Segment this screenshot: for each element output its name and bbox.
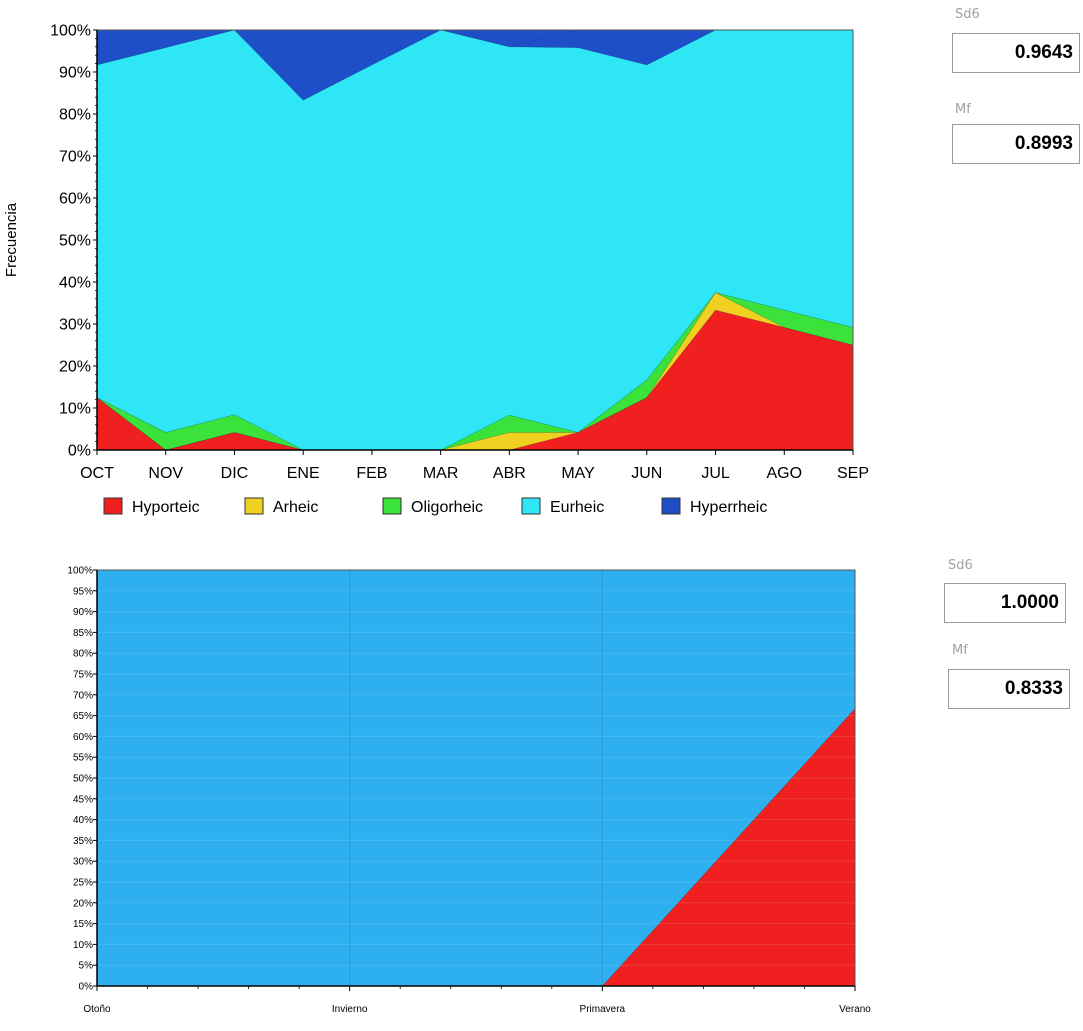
x-tick-label: SEP bbox=[837, 465, 869, 482]
y-tick-label: 60% bbox=[73, 732, 93, 743]
y-tick-label: 20% bbox=[73, 898, 93, 909]
chart-1: 0% 10% 20% 30% 40% 50% 60% 70% 80% 90% 100% OCT NOV D… bbox=[3, 23, 869, 516]
x-tick-label: NOV bbox=[148, 465, 183, 482]
legend-swatch bbox=[382, 497, 402, 515]
y-tick-label: 75% bbox=[73, 670, 93, 681]
x-tick-label: DIC bbox=[221, 465, 249, 482]
y-axis-title: Frecuencia bbox=[3, 202, 20, 277]
legend-swatch bbox=[661, 497, 681, 515]
x-tick-label: MAR bbox=[423, 465, 459, 482]
legend-item-hyperrheic: Hyperrheic bbox=[661, 497, 767, 516]
y-tick-label: 30% bbox=[59, 317, 91, 334]
x-tick-label: ENE bbox=[287, 465, 320, 482]
y-tick-label: 50% bbox=[59, 233, 91, 250]
sd6-value-box-2[interactable]: 1.0000 bbox=[944, 583, 1066, 623]
y-tick-label: 20% bbox=[59, 359, 91, 376]
y-tick-label: 0% bbox=[79, 982, 94, 993]
chart-2: 0% 5% 10% 15% 20% 25% 30% 35% 40% 45% 50% 55% 60% 65%… bbox=[67, 566, 871, 1016]
legend-swatch bbox=[103, 497, 123, 515]
y-tick-label: 65% bbox=[73, 711, 93, 722]
y-tick-label: 55% bbox=[73, 753, 93, 764]
y-tick-label: 95% bbox=[73, 586, 93, 597]
x-tick-label: JUL bbox=[701, 465, 730, 482]
y-tick-label: 40% bbox=[59, 275, 91, 292]
y-tick-label: 25% bbox=[73, 878, 93, 889]
y-tick-label: 30% bbox=[73, 857, 93, 868]
mf-label: Mf bbox=[955, 102, 971, 117]
x-tick-label: Invierno bbox=[332, 1004, 368, 1015]
mf-value-box[interactable]: 0.8993 bbox=[952, 124, 1080, 164]
x-tick-label: MAY bbox=[561, 465, 595, 482]
mf-label-2: Mf bbox=[952, 643, 968, 658]
legend-label: Arheic bbox=[273, 499, 318, 516]
y-tick-label: 50% bbox=[73, 774, 93, 785]
y-tick-label: 70% bbox=[73, 690, 93, 701]
y-tick-label: 60% bbox=[59, 191, 91, 208]
y-tick-label: 35% bbox=[73, 836, 93, 847]
legend-item-eurheic: Eurheic bbox=[521, 497, 604, 516]
y-tick-label: 45% bbox=[73, 794, 93, 805]
sd6-value-box[interactable]: 0.9643 bbox=[952, 33, 1080, 73]
legend-label: Hyporteic bbox=[132, 499, 200, 516]
y-tick-label: 70% bbox=[59, 149, 91, 166]
y-tick-label: 40% bbox=[73, 815, 93, 826]
legend-swatch bbox=[244, 497, 264, 515]
x-tick-label: OCT bbox=[80, 465, 114, 482]
y-tick-label: 0% bbox=[68, 443, 91, 460]
y-tick-label: 10% bbox=[59, 401, 91, 418]
y-tick-label: 5% bbox=[79, 961, 94, 972]
legend-label: Eurheic bbox=[550, 499, 604, 516]
y-tick-label: 15% bbox=[73, 919, 93, 930]
y-tick-label: 80% bbox=[59, 107, 91, 124]
x-tick-label: JUN bbox=[631, 465, 662, 482]
x-tick-label: Verano bbox=[839, 1004, 871, 1015]
legend-item-arheic: Arheic bbox=[244, 497, 318, 516]
mf-value-box-2[interactable]: 0.8333 bbox=[948, 669, 1070, 709]
y-tick-label: 85% bbox=[73, 628, 93, 639]
legend-label: Oligorheic bbox=[411, 499, 483, 516]
x-tick-label: AGO bbox=[766, 465, 802, 482]
y-tick-label: 90% bbox=[73, 607, 93, 618]
sd6-label: Sd6 bbox=[955, 7, 980, 22]
y-tick-label: 100% bbox=[67, 566, 93, 577]
y-tick-label: 100% bbox=[50, 23, 91, 40]
x-tick-label: Primavera bbox=[580, 1004, 626, 1015]
legend-swatch bbox=[521, 497, 541, 515]
x-tick-label: ABR bbox=[493, 465, 526, 482]
legend-label: Hyperrheic bbox=[690, 499, 767, 516]
sd6-label-2: Sd6 bbox=[948, 558, 973, 573]
legend: Hyporteic Arheic Oligorheic Eurheic Hyperrhe… bbox=[103, 497, 767, 516]
y-tick-label: 10% bbox=[73, 940, 93, 951]
legend-item-oligorheic: Oligorheic bbox=[382, 497, 483, 516]
x-tick-label: Otoño bbox=[83, 1004, 111, 1015]
legend-item-hyporteic: Hyporteic bbox=[103, 497, 200, 516]
y-tick-label: 80% bbox=[73, 649, 93, 660]
x-tick-label: FEB bbox=[356, 465, 387, 482]
y-tick-label: 90% bbox=[59, 65, 91, 82]
